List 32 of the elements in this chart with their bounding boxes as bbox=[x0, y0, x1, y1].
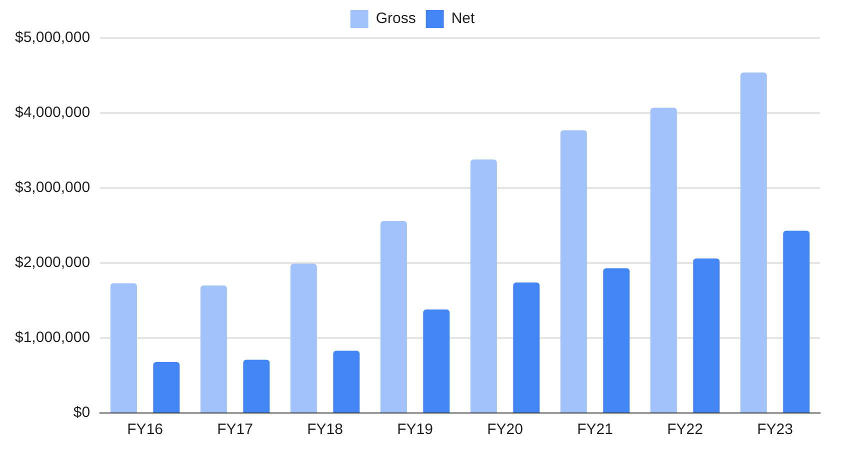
x-tick-label: FY21 bbox=[577, 421, 613, 438]
x-tick-label: FY16 bbox=[127, 421, 163, 438]
x-tick-label: FY19 bbox=[397, 421, 433, 438]
bar bbox=[380, 221, 407, 412]
x-tick-label: FY17 bbox=[217, 421, 253, 438]
bar bbox=[783, 230, 810, 412]
bar bbox=[110, 283, 137, 412]
bar bbox=[603, 268, 630, 412]
bar bbox=[153, 362, 180, 412]
bar bbox=[560, 130, 587, 412]
x-tick-label: FY18 bbox=[307, 421, 343, 438]
y-tick-label: $5,000,000 bbox=[14, 29, 90, 46]
y-tick-label: $1,000,000 bbox=[14, 329, 90, 346]
x-tick-label: FY22 bbox=[667, 421, 703, 438]
y-tick-label: $0 bbox=[73, 404, 90, 422]
bar bbox=[290, 264, 317, 412]
y-tick-label: $3,000,000 bbox=[14, 179, 90, 196]
y-tick-label: $4,000,000 bbox=[14, 104, 90, 122]
bar bbox=[740, 72, 767, 412]
x-tick-label: FY20 bbox=[487, 421, 523, 438]
bar bbox=[513, 282, 540, 412]
bar bbox=[243, 360, 270, 412]
legend-label: Net bbox=[451, 10, 476, 28]
bar bbox=[650, 108, 677, 412]
bar bbox=[423, 310, 450, 412]
bar bbox=[200, 286, 227, 412]
y-tick-label: $2,000,000 bbox=[14, 254, 90, 272]
bar bbox=[470, 160, 497, 412]
bar bbox=[693, 258, 720, 412]
bar bbox=[333, 350, 360, 412]
x-tick-label: FY23 bbox=[757, 421, 793, 438]
legend-label: Gross bbox=[376, 10, 416, 28]
